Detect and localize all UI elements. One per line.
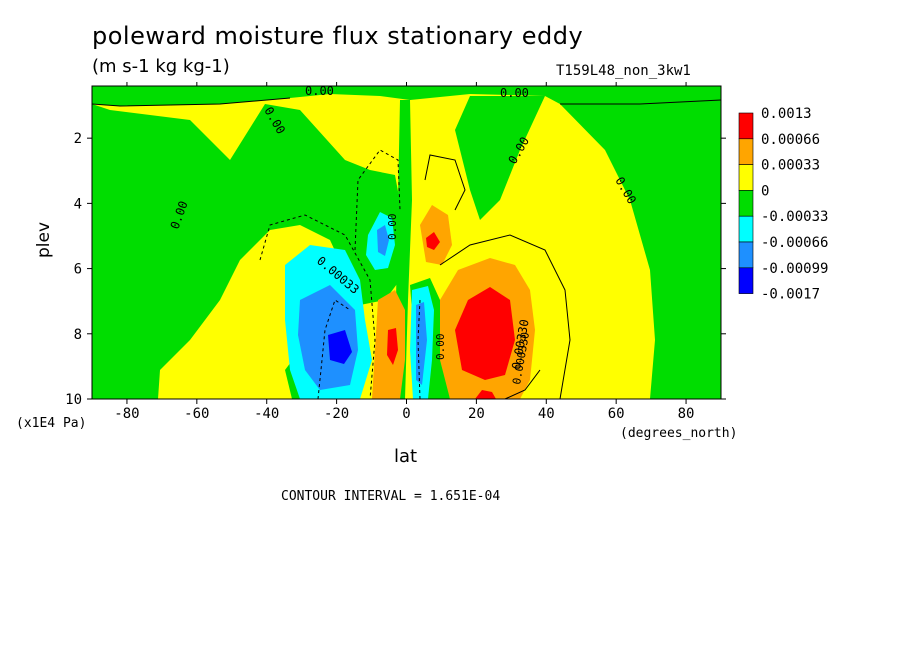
chart-subtitle: (m s-1 kg kg-1)	[92, 56, 230, 77]
x-tick-label: -40	[254, 406, 279, 422]
fill-dodgerblue-column	[416, 302, 427, 385]
x-tick-label: 20	[468, 406, 485, 422]
x-axis-label: lat	[394, 446, 418, 467]
x-tick-label: 60	[608, 406, 625, 422]
colorbar-swatch	[738, 112, 754, 140]
fill-red-north-bottom	[475, 390, 496, 399]
contour-label: 0.00	[305, 84, 334, 98]
y-tick-label: 10	[65, 392, 82, 408]
contour-line-north-upper	[439, 234, 571, 399]
x-axis-units: (degrees_north)	[620, 426, 738, 441]
y-tick-label: 8	[74, 327, 82, 343]
contour-line-north-main	[504, 369, 541, 399]
x-tick-label: -20	[324, 406, 349, 422]
colorbar-label: -0.0017	[761, 287, 820, 303]
x-tick-label: 80	[678, 406, 695, 422]
colorbar-swatch	[738, 241, 754, 269]
colorbar-label: -0.00066	[761, 235, 828, 251]
contour-line-north-outer	[424, 154, 466, 211]
colorbar-label: -0.00099	[761, 261, 828, 277]
contour-line-dashed-column	[417, 299, 421, 399]
run-label: T159L48_non_3kw1	[556, 63, 691, 79]
fill-green-left	[92, 104, 405, 399]
colorbar-label: -0.00033	[761, 209, 828, 225]
fill-red-north-main	[455, 287, 515, 380]
colorbar-label: 0	[761, 183, 769, 199]
colorbar-label: 0.00066	[761, 132, 820, 148]
fill-green-right	[560, 100, 721, 399]
contour-label: 0.00	[500, 86, 529, 100]
chart-title: poleward moisture flux stationary eddy	[92, 22, 584, 50]
x-tick-label: 0	[402, 406, 410, 422]
colorbar-swatch	[738, 138, 754, 165]
y-tick-label: 6	[74, 262, 82, 278]
contour-line-dashed-central	[354, 149, 401, 251]
axes: -80 -60 -40 -20 0 20 40 60 80 2 4 6 8 10	[65, 82, 726, 422]
contour-line-zero-left	[92, 97, 291, 107]
contour-line-dashed-south-outer	[259, 214, 376, 399]
fill-dodgerblue-upper	[377, 225, 389, 256]
x-tick-label: 40	[538, 406, 555, 422]
fill-red-north-upper	[426, 232, 440, 250]
contour-label: 0.00	[434, 334, 447, 361]
colorbar-swatch	[738, 215, 754, 243]
y-tick-label: 4	[74, 196, 82, 212]
contour-line-dashed-south-inner	[317, 299, 351, 399]
y-axis-units: (x1E4 Pa)	[16, 416, 87, 431]
contour-fills	[92, 86, 721, 399]
x-tick-label: -80	[114, 406, 139, 422]
colorbar-swatch	[738, 164, 754, 191]
contour-interval: CONTOUR INTERVAL = 1.651E-04	[281, 489, 501, 504]
contour-lines	[92, 97, 721, 399]
colorbar-label: 0.00033	[761, 158, 820, 174]
colorbar-swatch	[738, 190, 754, 217]
contour-label: 0.00	[386, 214, 399, 241]
colorbar-label: 0.0013	[761, 106, 812, 122]
fill-green-central	[455, 96, 545, 220]
y-tick-label: 2	[74, 131, 82, 147]
fill-blue-south	[328, 330, 352, 364]
colorbar: 0.0013 0.00066 0.00033 0 -0.00033 -0.00066 -0.…	[738, 106, 828, 303]
colorbar-swatch	[738, 267, 754, 294]
fill-orange-north-upper	[420, 205, 452, 265]
fill-red-equator	[387, 328, 398, 365]
fill-dodgerblue-south	[298, 285, 358, 390]
x-tick-label: -60	[184, 406, 209, 422]
contour-line-zero-right	[560, 99, 721, 105]
